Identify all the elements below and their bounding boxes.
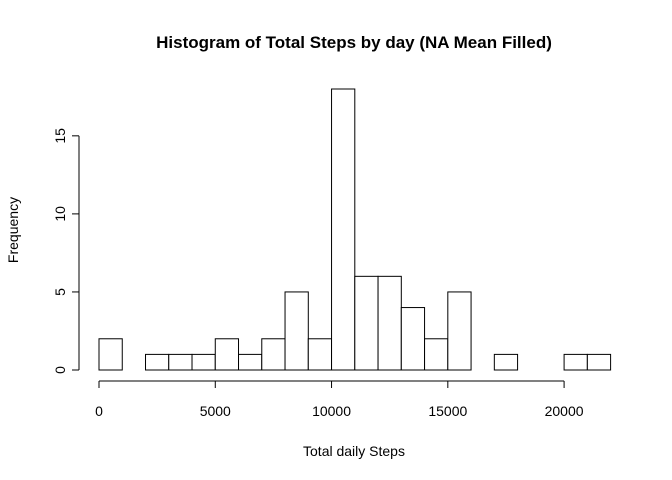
- histogram-bar-17: [493, 353, 519, 371]
- histogram-bar-7: [261, 338, 286, 371]
- histogram-bar-10: [331, 88, 356, 371]
- histogram-bar-0: [98, 338, 123, 371]
- y-tick-label-1: 5: [52, 288, 68, 296]
- x-axis-label: Total daily Steps: [303, 443, 405, 459]
- histogram-bar-5: [214, 338, 240, 371]
- histogram-bar-9: [307, 338, 333, 371]
- y-tick-label-2: 10: [52, 206, 68, 222]
- x-tick-label-4: 20000: [545, 403, 584, 419]
- histogram-bar-4: [191, 353, 216, 371]
- x-tick-label-0: 0: [95, 403, 103, 419]
- histogram-bar-14: [424, 338, 449, 371]
- histogram-bar-6: [238, 353, 263, 371]
- histogram-bar-21: [586, 353, 612, 371]
- histogram-bar-2: [145, 353, 170, 371]
- x-tick-label-3: 15000: [428, 403, 467, 419]
- histogram-bar-13: [400, 307, 426, 371]
- histogram-bar-12: [377, 275, 402, 371]
- x-tick-label-1: 5000: [200, 403, 231, 419]
- x-tick-label-2: 10000: [312, 403, 351, 419]
- y-axis-label: Frequency: [5, 197, 21, 263]
- histogram-bar-11: [354, 275, 379, 371]
- y-tick-label-0: 0: [52, 366, 68, 374]
- histogram-bar-8: [284, 291, 309, 371]
- chart-title: Histogram of Total Steps by day (NA Mean…: [156, 33, 552, 52]
- y-tick-label-3: 15: [52, 128, 68, 144]
- histogram-bar-20: [563, 353, 588, 371]
- x-axis: 0 5000 10000 15000 20000: [95, 380, 584, 419]
- bars-group: [98, 88, 612, 371]
- histogram-bar-15: [447, 291, 472, 371]
- histogram-bar-3: [168, 353, 193, 371]
- y-axis: 0 5 10 15: [52, 128, 80, 374]
